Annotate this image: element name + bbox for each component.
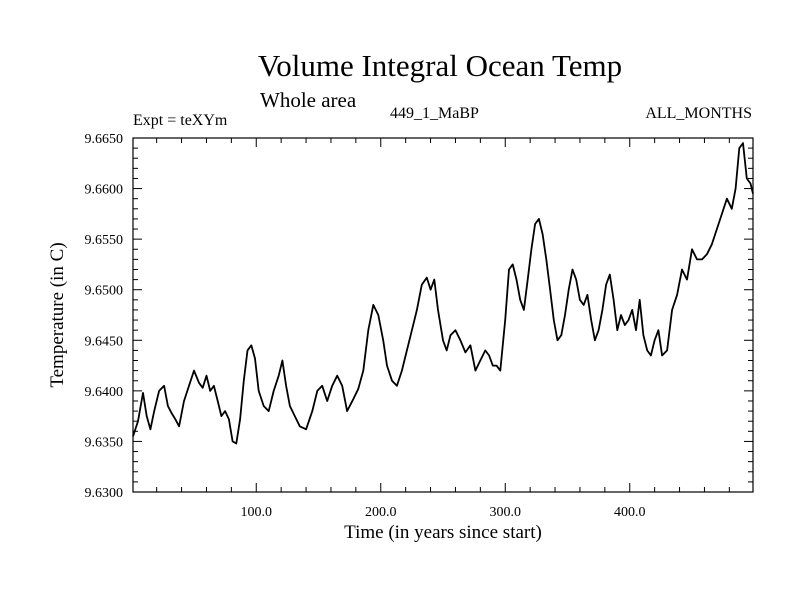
y-tick-label: 9.6650 — [85, 132, 124, 147]
y-tick-label: 9.6350 — [85, 435, 124, 450]
y-tick-label: 9.6550 — [85, 233, 124, 248]
y-tick-label: 9.6600 — [85, 183, 124, 198]
chart-title: Volume Integral Ocean Temp — [257, 48, 623, 83]
y-tick-label: 9.6400 — [85, 385, 124, 400]
x-tick-label: 200.0 — [365, 505, 397, 520]
experiment-label: Expt = teXYm — [133, 112, 228, 129]
plot-frame — [132, 137, 754, 493]
y-tick-label: 9.6450 — [85, 334, 124, 349]
x-tick-label: 300.0 — [489, 505, 521, 520]
y-tick-label: 9.6300 — [85, 486, 124, 501]
y-tick-label: 9.6500 — [85, 284, 124, 299]
case-label: 449_1_MaBP — [390, 105, 479, 122]
chart-subtitle: Whole area — [260, 88, 357, 112]
x-tick-label: 400.0 — [614, 505, 646, 520]
x-tick-label: 100.0 — [241, 505, 273, 520]
months-label: ALL_MONTHS — [645, 105, 752, 122]
temperature-series-line — [132, 142, 754, 445]
x-axis-label: Time (in years since start) — [344, 522, 542, 543]
